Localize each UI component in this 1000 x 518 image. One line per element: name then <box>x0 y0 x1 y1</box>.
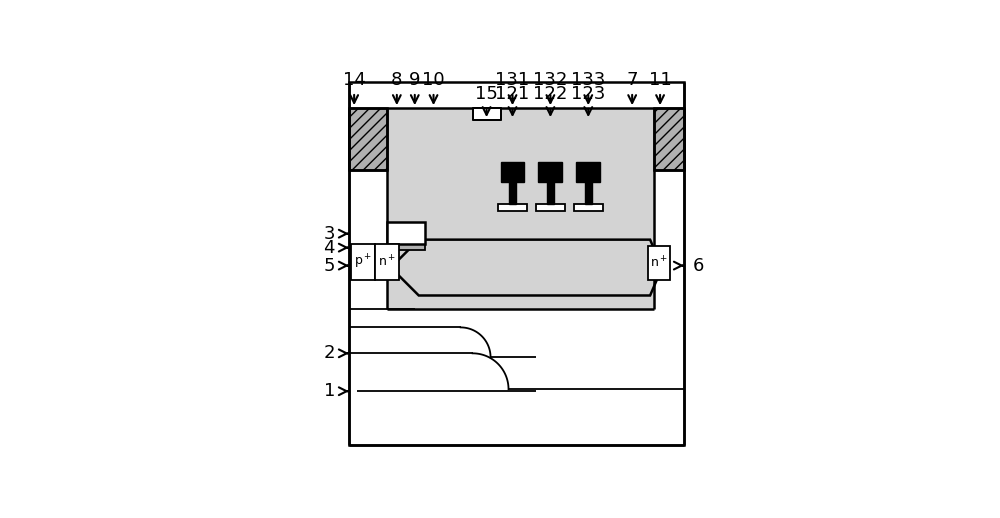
Bar <box>387 108 654 309</box>
Text: 9: 9 <box>409 71 421 89</box>
Bar <box>387 222 425 243</box>
Text: 122: 122 <box>533 85 568 103</box>
Bar <box>648 246 670 280</box>
Bar <box>576 162 600 182</box>
Polygon shape <box>391 240 662 295</box>
Text: n$^+$: n$^+$ <box>650 255 668 270</box>
Bar <box>349 108 387 170</box>
Text: 10: 10 <box>422 71 445 89</box>
Bar <box>509 182 516 204</box>
Text: 15: 15 <box>475 85 498 103</box>
Bar <box>375 243 399 280</box>
Text: 4: 4 <box>324 239 335 256</box>
Bar <box>501 162 524 182</box>
Bar <box>498 204 527 211</box>
Text: 2: 2 <box>324 344 335 362</box>
Text: 11: 11 <box>649 71 671 89</box>
Bar <box>654 108 684 170</box>
Text: 5: 5 <box>324 256 335 275</box>
Text: p$^+$: p$^+$ <box>354 252 372 271</box>
Bar <box>574 204 603 211</box>
Text: n$^+$: n$^+$ <box>378 254 396 269</box>
Bar <box>349 82 684 445</box>
Bar <box>585 182 592 204</box>
Text: 14: 14 <box>343 71 366 89</box>
Text: 121: 121 <box>495 85 530 103</box>
Text: 3: 3 <box>324 225 335 242</box>
Text: 131: 131 <box>495 71 530 89</box>
Bar <box>538 162 562 182</box>
Text: 7: 7 <box>626 71 638 89</box>
Bar <box>536 204 565 211</box>
Text: 123: 123 <box>571 85 605 103</box>
Text: 6: 6 <box>693 256 704 275</box>
Bar <box>387 243 425 250</box>
Bar <box>473 108 501 120</box>
Bar <box>547 182 554 204</box>
Text: 1: 1 <box>324 382 335 400</box>
Bar <box>351 243 375 280</box>
Text: 133: 133 <box>571 71 605 89</box>
Text: 8: 8 <box>391 71 403 89</box>
Text: 132: 132 <box>533 71 568 89</box>
